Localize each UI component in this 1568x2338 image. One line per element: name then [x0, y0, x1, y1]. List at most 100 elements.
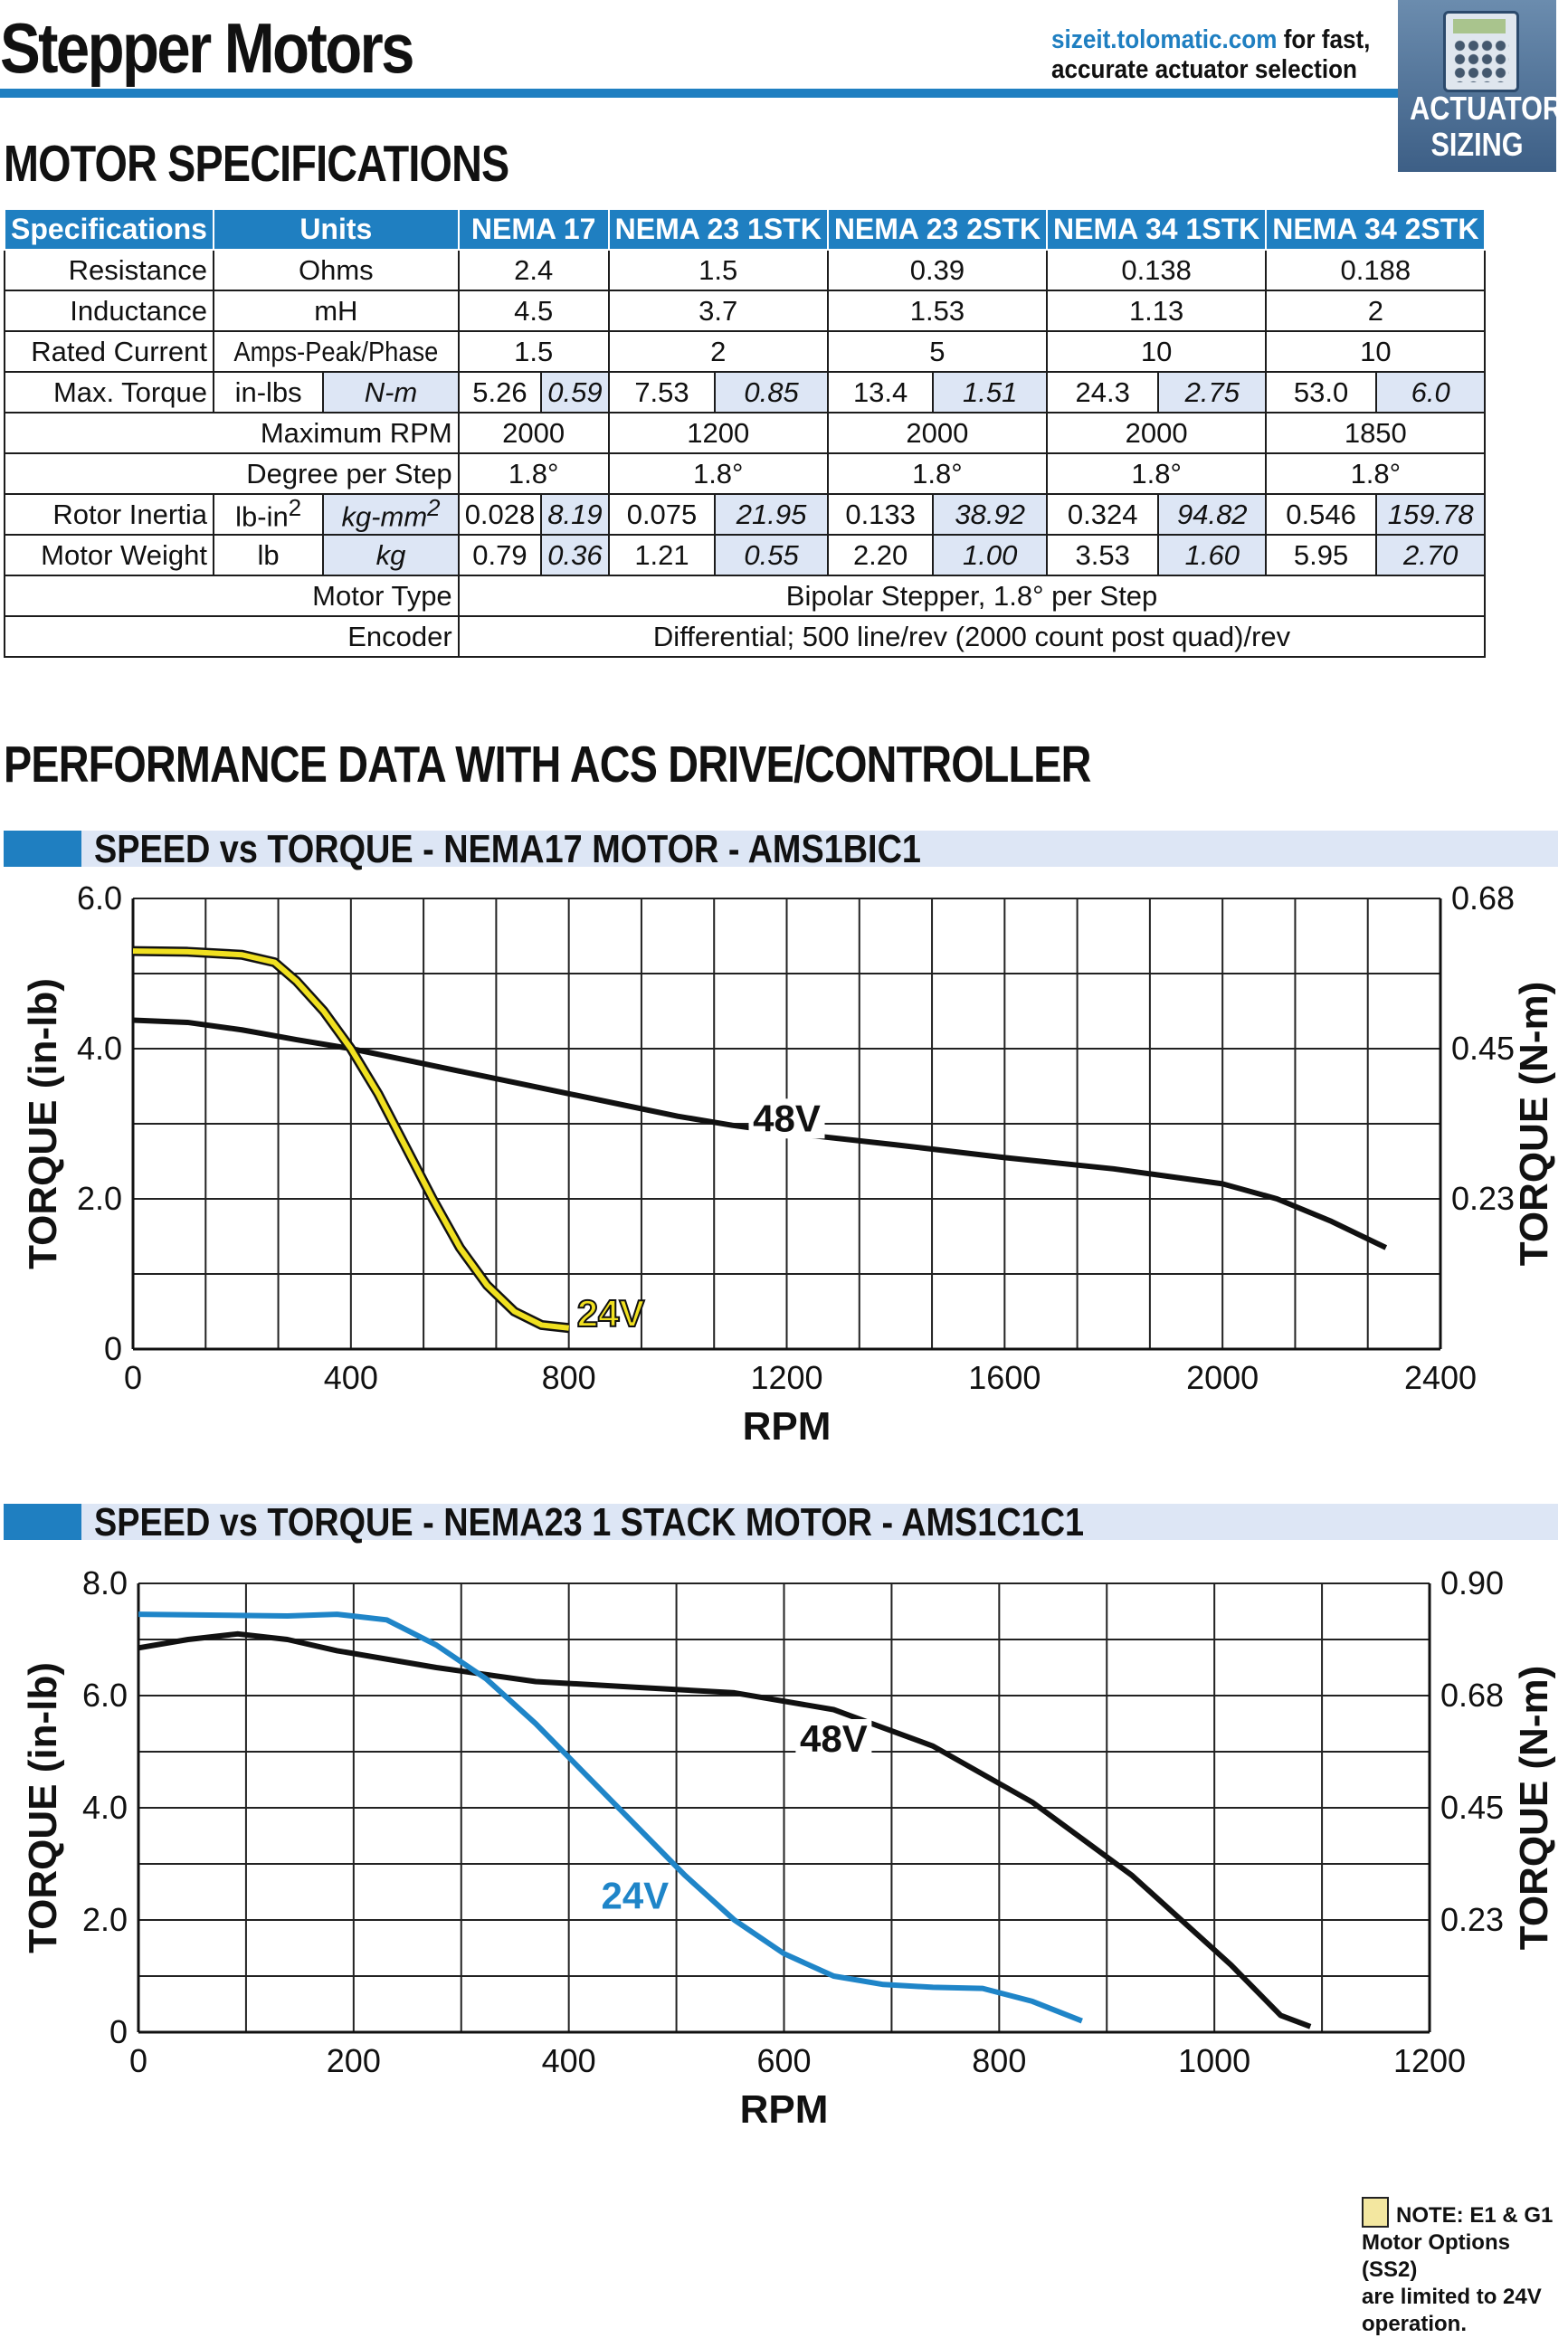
x-tick-label: 800 — [542, 1359, 596, 1396]
row-rotor-inertia: Rotor Inertia lb-in2 kg-mm2 0.028 8.19 0… — [4, 493, 1487, 536]
cell-value: Differential; 500 line/rev (2000 count p… — [457, 615, 1487, 658]
performance-title: PERFORMANCE DATA WITH ACS DRIVE/CONTROLL… — [4, 736, 1091, 794]
badge-line1: ACTUATOR — [1410, 90, 1563, 127]
y-tick-label: 0 — [104, 1330, 122, 1367]
cell-value-si: 8.19 — [540, 493, 610, 536]
cell-value: 13.4 — [826, 371, 935, 413]
cell-value: 1.5 — [607, 249, 829, 291]
row-unit-si: kg — [322, 534, 460, 576]
cell-value-si: 2.75 — [1157, 371, 1268, 413]
cell-value: 2.20 — [826, 534, 935, 576]
cell-value: 1.5 — [457, 330, 610, 373]
x-tick-label: 400 — [324, 1359, 378, 1396]
x-tick-label: 200 — [327, 2042, 381, 2079]
series-label-48v: 48V — [753, 1097, 821, 1139]
note-icon — [1362, 2197, 1389, 2228]
cell-value-si: 1.60 — [1157, 534, 1268, 576]
row-unit: in-lbs — [212, 371, 325, 413]
cell-value: 2000 — [826, 412, 1049, 454]
cell-value-si: 159.78 — [1374, 493, 1487, 536]
series-line-48v — [138, 1630, 1312, 2029]
y-tick-label: 8.0 — [82, 1564, 128, 1601]
cell-value-si: 94.82 — [1157, 493, 1268, 536]
y2-tick-label: 0.23 — [1440, 1901, 1504, 1938]
row-label: Encoder — [4, 615, 460, 658]
sizing-note: sizeit.tolomatic.com for fast, accurate … — [1051, 25, 1370, 85]
x-tick-label: 400 — [542, 2042, 596, 2079]
series-label-48v: 48V — [800, 1717, 868, 1760]
series-line-24v — [138, 1611, 1083, 2024]
row-unit: Ohms — [212, 249, 460, 291]
sizing-site-link[interactable]: sizeit.tolomatic.com — [1051, 25, 1278, 54]
cell-value: 2000 — [1046, 412, 1268, 454]
options-note: NOTE: E1 & G1 Motor Options (SS2) are li… — [1362, 2197, 1568, 2338]
cell-value: 5.95 — [1265, 534, 1377, 576]
row-unit-text: Amps-Peak/Phase — [233, 335, 439, 367]
y-tick-label: 4.0 — [77, 1030, 122, 1067]
header-rule — [0, 89, 1401, 98]
cell-value: 2000 — [457, 412, 610, 454]
row-motor-type: Motor Type Bipolar Stepper, 1.8° per Ste… — [4, 575, 1487, 617]
x-axis-label: RPM — [743, 1404, 832, 1449]
row-unit: mH — [212, 290, 460, 332]
cell-value: 7.53 — [607, 371, 717, 413]
series-label-bg — [795, 1719, 872, 1759]
x-tick-label: 2400 — [1404, 1359, 1477, 1396]
row-label: Inductance — [4, 290, 214, 332]
note-line: NOTE: E1 & G1 — [1396, 2203, 1554, 2228]
x-tick-label: 600 — [756, 2042, 811, 2079]
row-label: Motor Type — [4, 575, 460, 617]
cell-value-si: 38.92 — [932, 493, 1049, 536]
sizing-note-tail: for fast, — [1277, 25, 1371, 54]
row-encoder: Encoder Differential; 500 line/rev (2000… — [4, 615, 1487, 658]
cell-value: 1.8° — [607, 452, 829, 495]
sizing-note-line2: accurate actuator selection — [1051, 55, 1357, 84]
badge-line2: SIZING — [1430, 126, 1524, 163]
cell-value: 3.53 — [1046, 534, 1160, 576]
x-tick-label: 0 — [124, 1359, 142, 1396]
header-units: Units — [212, 208, 460, 251]
cell-value: 1.8° — [1046, 452, 1268, 495]
series-label-bg — [748, 1098, 825, 1139]
row-unit: lb — [212, 534, 325, 576]
cell-value-si: 1.51 — [932, 371, 1049, 413]
cell-value: 1.8° — [826, 452, 1049, 495]
row-label: Degree per Step — [4, 452, 460, 495]
cell-value: 1.13 — [1046, 290, 1268, 332]
y-axis-label: TORQUE (in-lb) — [21, 978, 65, 1269]
x-tick-label: 1600 — [968, 1359, 1041, 1396]
row-unit-si: N-m — [322, 371, 460, 413]
y-tick-label: 2.0 — [82, 1901, 128, 1938]
y2-tick-label: 0.90 — [1440, 1564, 1504, 1601]
cell-value: 53.0 — [1265, 371, 1377, 413]
series-label-24v: 24V — [601, 1875, 669, 1917]
specs-title: MOTOR SPECIFICATIONS — [4, 135, 509, 193]
cell-value: 0.546 — [1265, 493, 1377, 536]
series-line-24v — [132, 948, 569, 1331]
actuator-sizing-badge[interactable]: ACTUATOR SIZING — [1398, 0, 1563, 172]
row-unit-si-sup: 2 — [427, 495, 441, 521]
cell-value: 1.21 — [607, 534, 717, 576]
cell-value: 1.8° — [457, 452, 610, 495]
y2-tick-label: 0.45 — [1451, 1030, 1515, 1067]
cell-value: 10 — [1265, 330, 1487, 373]
x-tick-label: 2000 — [1186, 1359, 1259, 1396]
row-label: Resistance — [4, 249, 214, 291]
cell-value: 0.028 — [457, 493, 543, 536]
chart1-title-band: SPEED vs TORQUE - NEMA17 MOTOR - AMS1BIC… — [4, 827, 1558, 871]
page-title: Stepper Motors — [0, 8, 414, 88]
y2-axis-label: TORQUE (N-m) — [1512, 1666, 1556, 1951]
row-max-torque: Max. Torque in-lbs N-m 5.26 0.59 7.53 0.… — [4, 371, 1487, 413]
row-unit-si-text: kg-mm — [341, 500, 428, 533]
row-max-rpm: Maximum RPM 2000 1200 2000 2000 1850 — [4, 412, 1487, 454]
cell-value: 0.39 — [826, 249, 1049, 291]
cell-value: 0.133 — [826, 493, 935, 536]
cell-value: Bipolar Stepper, 1.8° per Step — [457, 575, 1487, 617]
header-nema23-1stk: NEMA 23 1STK — [607, 208, 829, 251]
cell-value: 0.075 — [607, 493, 717, 536]
y2-tick-label: 0.23 — [1451, 1180, 1515, 1217]
cell-value: 2.4 — [457, 249, 610, 291]
cell-value: 5 — [826, 330, 1049, 373]
cell-value-si: 1.00 — [932, 534, 1049, 576]
row-label: Max. Torque — [4, 371, 214, 413]
